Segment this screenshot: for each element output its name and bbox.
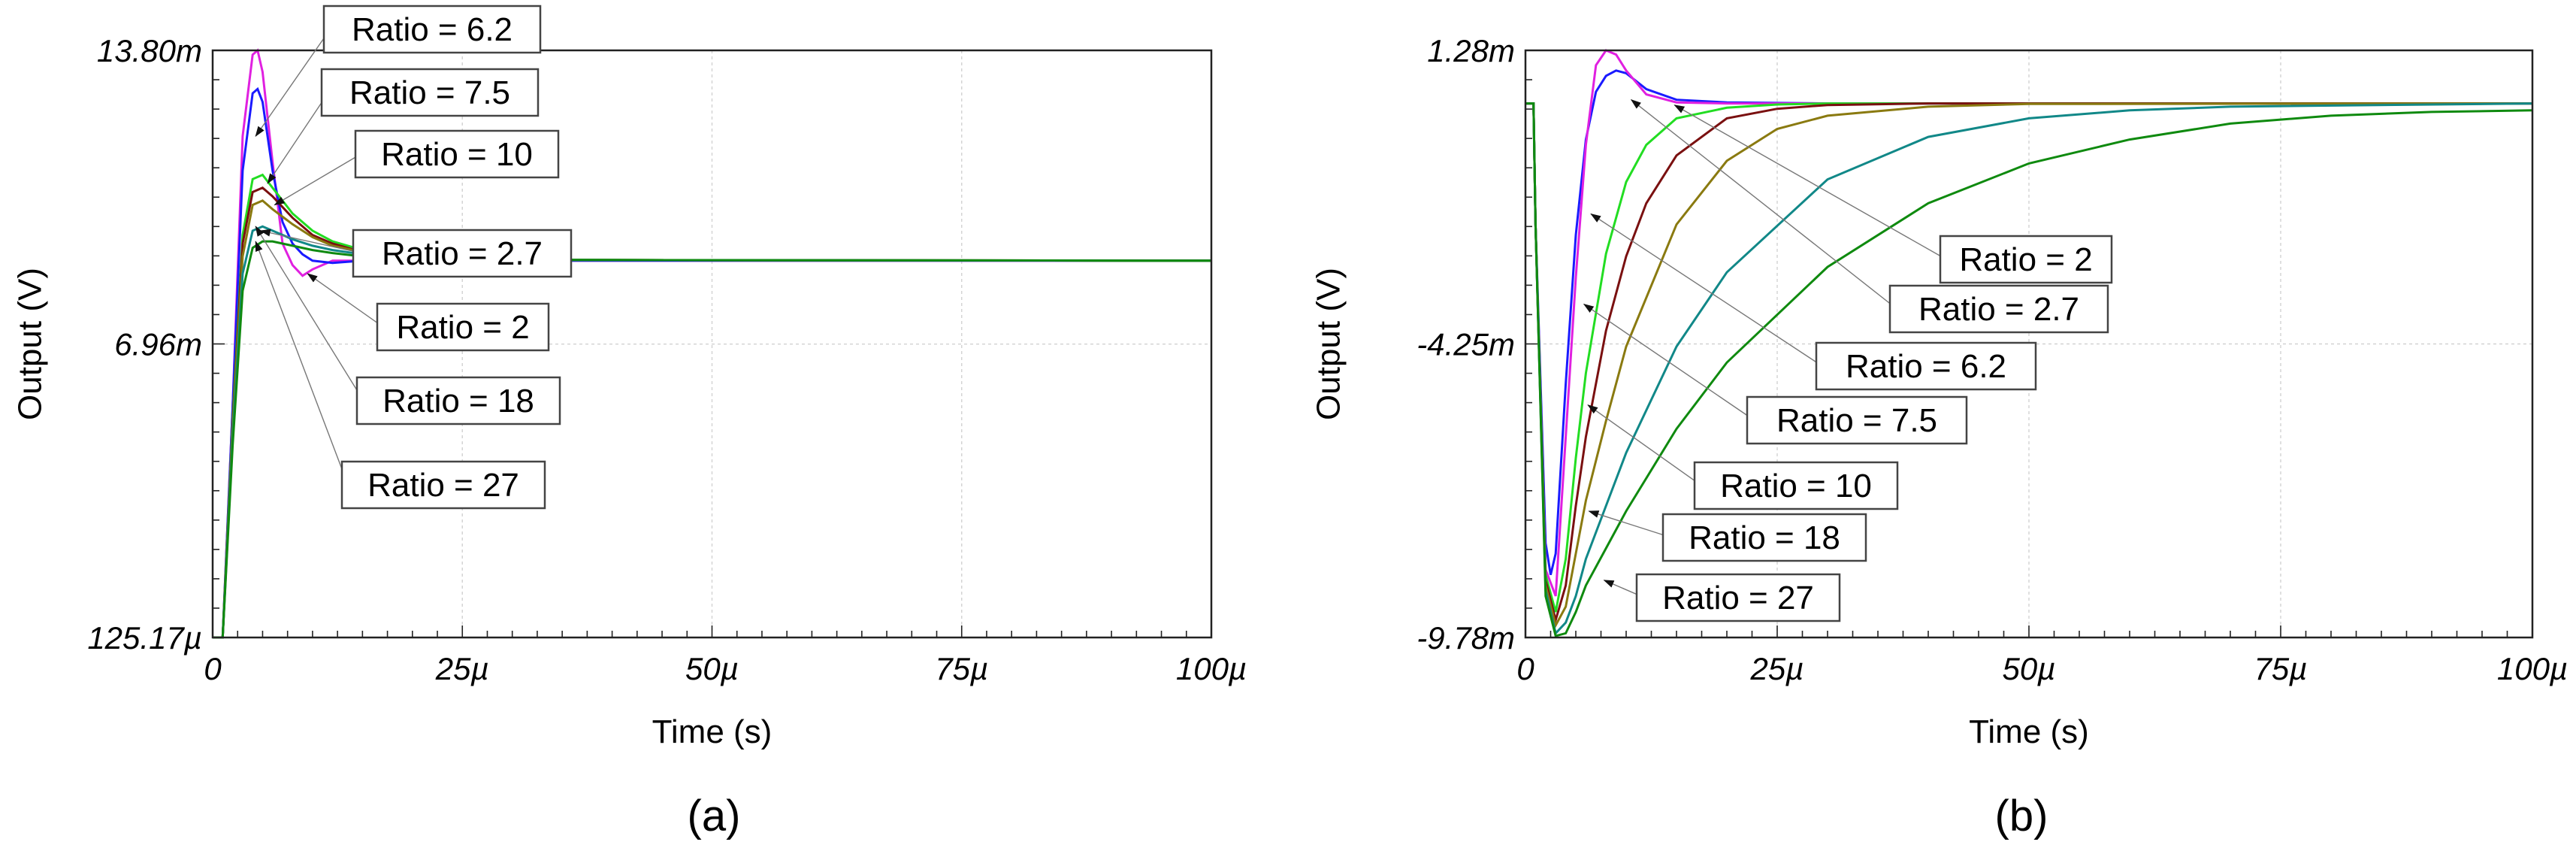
x-axis-label: Time (s) <box>1969 713 2089 750</box>
x-tick-label: 50µ <box>685 651 739 686</box>
annotation-arrow <box>259 229 360 253</box>
annotation-arrow <box>307 273 384 328</box>
annotations: Ratio = 6.2 Ratio = 7.5 Ratio = 10 Ratio = … <box>255 5 573 510</box>
annotations: Ratio = 2 Ratio = 2.7 Ratio = 6.2 Ratio = 7… <box>1583 99 2113 622</box>
x-tick-label: 50µ <box>2003 651 2056 686</box>
y-tick-label: -9.78m <box>1416 620 1515 656</box>
annotation-label: Ratio = 10 <box>381 136 533 173</box>
x-tick-label: 75µ <box>2254 651 2308 686</box>
annotation-label: Ratio = 7.5 <box>349 74 510 111</box>
annotation-arrow <box>1630 99 1897 309</box>
annotation-box <box>1888 284 2109 334</box>
annotation-box <box>1746 395 1968 445</box>
annotation-box <box>1635 573 1841 622</box>
annotation-box <box>1815 341 2037 391</box>
annotation-label: Ratio = 2 <box>396 309 529 346</box>
x-axis-label: Time (s) <box>652 713 772 750</box>
y-tick-label: 6.96m <box>114 327 202 362</box>
annotation-label: Ratio = 2.7 <box>382 235 543 272</box>
x-tick-label: 100µ <box>2497 651 2568 686</box>
annotation-arrow <box>255 241 349 486</box>
x-tick-label: 0 <box>204 651 222 686</box>
annotation-arrow <box>255 226 364 401</box>
annotation-label: Ratio = 18 <box>1689 519 1840 556</box>
annotation-arrow <box>274 153 361 206</box>
x-tick-label: 100µ <box>1176 651 1247 686</box>
annotation-box <box>355 376 561 425</box>
annotation-label: Ratio = 27 <box>367 467 519 504</box>
annotation-box <box>1661 513 1867 562</box>
annotation-arrow <box>1673 104 1947 260</box>
plot-frame <box>1524 49 2534 639</box>
x-tick-label: 0 <box>1516 651 1534 686</box>
panel-label: (a) <box>688 792 741 840</box>
annotation-arrow <box>1588 510 1670 538</box>
annotation-box <box>1939 235 2113 284</box>
annotation-box <box>320 68 540 117</box>
panel-label: (b) <box>1995 792 2048 840</box>
y-axis-label: Output (V) <box>1311 268 1347 420</box>
annotation-arrow <box>1590 213 1823 367</box>
minor-ticks <box>1525 50 2533 638</box>
annotation-arrow <box>267 92 329 184</box>
annotation-arrow <box>1587 404 1701 486</box>
series-group <box>1525 49 2533 637</box>
annotation-arrow <box>1583 303 1754 420</box>
annotation-label: Ratio = 10 <box>1720 468 1872 504</box>
annotation-label: Ratio = 6.2 <box>352 11 512 48</box>
chart-panel-a: 0 25µ 50µ 75µ 100µ 125.17µ 6.96m 13.80m Time (s)… <box>12 5 1247 840</box>
y-axis-label: Output (V) <box>12 268 49 420</box>
annotation-arrow <box>255 28 331 138</box>
series-line <box>213 240 1212 639</box>
annotation-label: Ratio = 6.2 <box>1846 348 2006 385</box>
y-tick-label: 13.80m <box>97 33 202 68</box>
x-tick-label: 75µ <box>935 651 988 686</box>
annotation-box <box>322 5 542 54</box>
x-tick-label: 25µ <box>1750 651 1804 686</box>
annotation-label: Ratio = 18 <box>382 383 534 419</box>
annotation-box <box>352 229 573 278</box>
plot-frame <box>211 49 1213 639</box>
y-tick-label: -4.25m <box>1416 327 1515 362</box>
y-tick-label: 125.17µ <box>87 620 202 656</box>
chart-panel-b: 0 25µ 50µ 75µ 100µ -9.78m -4.25m 1.28m Time (s) O… <box>1311 33 2568 840</box>
annotation-label: Ratio = 7.5 <box>1776 402 1937 439</box>
annotation-box <box>1693 461 1899 510</box>
x-tick-label: 25µ <box>435 651 489 686</box>
annotation-box <box>354 129 560 179</box>
annotation-box <box>376 302 550 352</box>
series-line <box>1525 102 2533 637</box>
annotation-box <box>340 460 546 510</box>
annotation-label: Ratio = 2 <box>1959 241 2092 278</box>
y-tick-label: 1.28m <box>1427 33 1515 68</box>
annotation-label: Ratio = 2.7 <box>1918 291 2079 328</box>
annotation-label: Ratio = 27 <box>1662 580 1814 616</box>
